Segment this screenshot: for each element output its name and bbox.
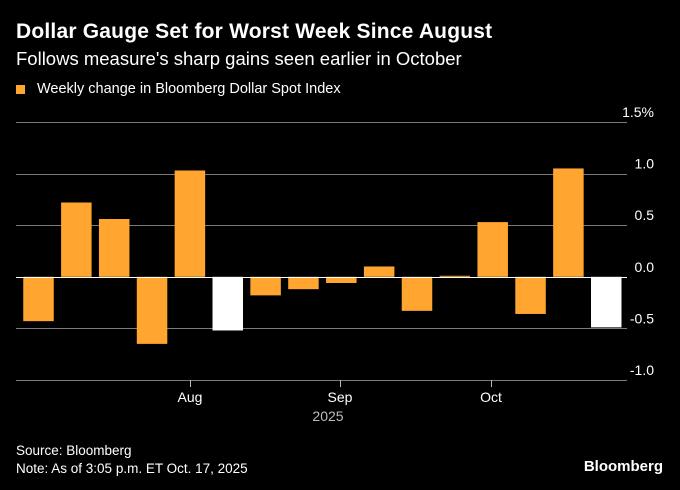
- bar: [288, 276, 319, 290]
- x-tick-label: Sep: [328, 389, 353, 405]
- bar: [23, 276, 54, 322]
- bar: [591, 276, 622, 328]
- bar: [61, 202, 92, 277]
- bar-chart: -1.0 -0.5 0.0 0.5 1.0 1.5% Aug Sep Oct 2025: [16, 104, 655, 424]
- y-tick-label: 1.5%: [622, 104, 654, 120]
- bar: [326, 276, 357, 283]
- bar: [250, 276, 281, 296]
- source-note: Source: Bloomberg: [16, 443, 132, 458]
- y-tick-label: -1.0: [630, 362, 654, 378]
- bar: [477, 222, 508, 277]
- legend: Weekly change in Bloomberg Dollar Spot I…: [16, 81, 341, 97]
- bar: [515, 276, 546, 314]
- time-note: Note: As of 3:05 p.m. ET Oct. 17, 2025: [16, 461, 248, 476]
- y-tick-label: 0.5: [635, 207, 655, 223]
- y-tick-label: -0.5: [630, 310, 654, 326]
- x-tick-label: Aug: [178, 389, 203, 405]
- bar: [439, 275, 471, 277]
- bar: [174, 170, 206, 277]
- bloomberg-logo: Bloomberg: [583, 458, 663, 475]
- bar: [136, 276, 168, 344]
- bar: [401, 276, 433, 311]
- bar: [553, 168, 584, 277]
- x-tick-label: Oct: [480, 389, 502, 405]
- y-tick-label: 0.0: [635, 259, 655, 275]
- legend-label: Weekly change in Bloomberg Dollar Spot I…: [37, 81, 341, 97]
- bar: [212, 276, 243, 331]
- chart-subtitle: Follows measure's sharp gains seen earli…: [16, 48, 462, 69]
- legend-swatch: [16, 84, 25, 94]
- y-tick-label: 1.0: [635, 156, 655, 172]
- chart-title: Dollar Gauge Set for Worst Week Since Au…: [16, 20, 493, 43]
- bar: [98, 219, 130, 277]
- x-axis-year-label: 2025: [312, 408, 343, 424]
- bar: [363, 266, 395, 277]
